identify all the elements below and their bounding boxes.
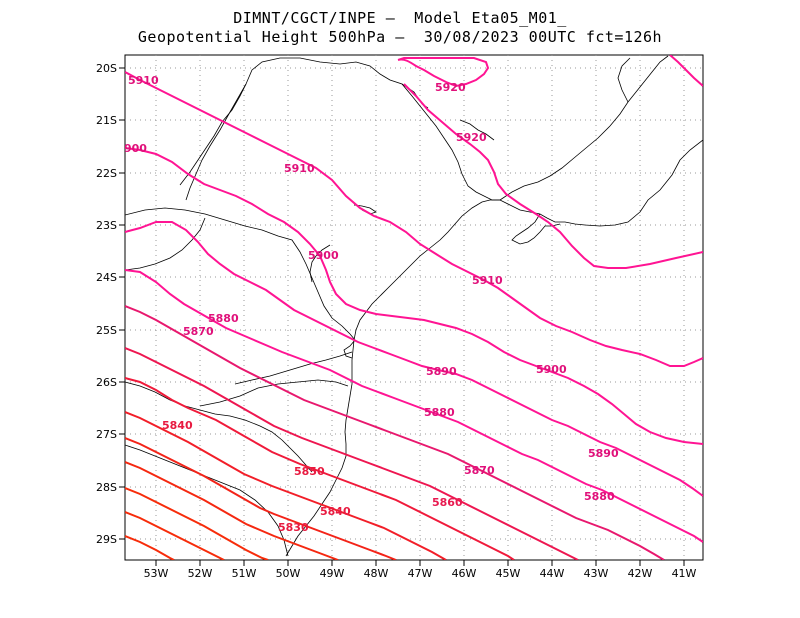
- axis-ticks: [119, 67, 685, 566]
- contour-label: 5890: [588, 447, 619, 460]
- map-title-line-1: DIMNT/CGCT/INPE — Model Eta05_M01_: [233, 9, 567, 27]
- contour-5920: [397, 57, 490, 88]
- contour-label: 5850: [294, 465, 325, 478]
- xtick-label: 45W: [496, 567, 521, 580]
- contour-5870: [125, 305, 665, 560]
- xtick-label: 47W: [408, 567, 433, 580]
- ytick-label: 26S: [96, 376, 117, 389]
- contour-label: 5910: [472, 274, 503, 287]
- contour-5790: [125, 535, 175, 560]
- ytick-label: 27S: [96, 428, 117, 441]
- contour-5880: [125, 269, 703, 543]
- border-ms: [125, 217, 206, 271]
- contour-label: 5840: [320, 505, 351, 518]
- map-title-line-2: Geopotential Height 500hPa — 30/08/2023 …: [137, 28, 663, 46]
- contour-5890: [125, 221, 703, 497]
- border-west: [125, 381, 313, 473]
- contour-label: 5900: [308, 249, 339, 262]
- border-misc-1: [309, 244, 331, 283]
- contour-5810: [125, 487, 269, 560]
- contour-label: 5910: [284, 162, 315, 175]
- contour-5900: [125, 147, 703, 445]
- xtick-label: 46W: [452, 567, 477, 580]
- contour-5840: [125, 411, 447, 560]
- xtick-label: 49W: [320, 567, 345, 580]
- contour-5830: [125, 437, 397, 560]
- contour-label: 5900: [536, 363, 567, 376]
- xtick-label: 43W: [584, 567, 609, 580]
- ytick-label: 20S: [96, 62, 117, 75]
- border-misc-2: [185, 83, 247, 201]
- contour-5920: [669, 55, 703, 87]
- contour-label: 5860: [432, 496, 463, 509]
- ytick-label: 25S: [96, 324, 117, 337]
- contour-label: 5840: [162, 419, 193, 432]
- border-sp-mg: [179, 57, 500, 201]
- border-mg-rj: [499, 55, 669, 201]
- contour-5850: [125, 377, 515, 560]
- ytick-label: 22S: [96, 167, 117, 180]
- map-frame: [124, 54, 704, 561]
- xtick-label: 51W: [232, 567, 257, 580]
- xtick-label: 44W: [540, 567, 565, 580]
- contour-lines: [125, 55, 703, 560]
- border-mg-es: [617, 57, 631, 103]
- contour-label: 5880: [424, 406, 455, 419]
- ytick-label: 21S: [96, 114, 117, 127]
- contour-label: 5890: [426, 365, 457, 378]
- xtick-label: 41W: [672, 567, 697, 580]
- contour-label: 5920: [456, 131, 487, 144]
- contour-5860: [125, 347, 579, 560]
- contour-label: 5920: [435, 81, 466, 94]
- xtick-label: 52W: [188, 567, 213, 580]
- xtick-label: 42W: [628, 567, 653, 580]
- contour-5800: [125, 511, 225, 560]
- border-pr-sc: [234, 351, 353, 385]
- xtick-label: 48W: [364, 567, 389, 580]
- coast-detail-1: [511, 213, 561, 245]
- ytick-label: 29S: [96, 533, 117, 546]
- coastline: [285, 139, 703, 557]
- contour-label: 5880: [208, 312, 239, 325]
- border-uruguay: [125, 444, 289, 557]
- contour-5820: [125, 461, 339, 560]
- contour-label: 5880: [584, 490, 615, 503]
- contour-label: 5910: [128, 74, 159, 87]
- coast-detail-5: [459, 119, 495, 141]
- contour-5920: [403, 83, 703, 269]
- contour-label: 900: [124, 142, 147, 155]
- xtick-label: 53W: [144, 567, 169, 580]
- ytick-label: 24S: [96, 271, 117, 284]
- coastline-and-borders: [125, 55, 703, 557]
- contour-label: 5830: [278, 521, 309, 534]
- xtick-label: 50W: [276, 567, 301, 580]
- ytick-label: 23S: [96, 219, 117, 232]
- ytick-label: 28S: [96, 481, 117, 494]
- border-sp-pr: [125, 207, 351, 335]
- contour-5910: [125, 71, 703, 367]
- contour-label: 5870: [464, 464, 495, 477]
- contour-label: 5870: [183, 325, 214, 338]
